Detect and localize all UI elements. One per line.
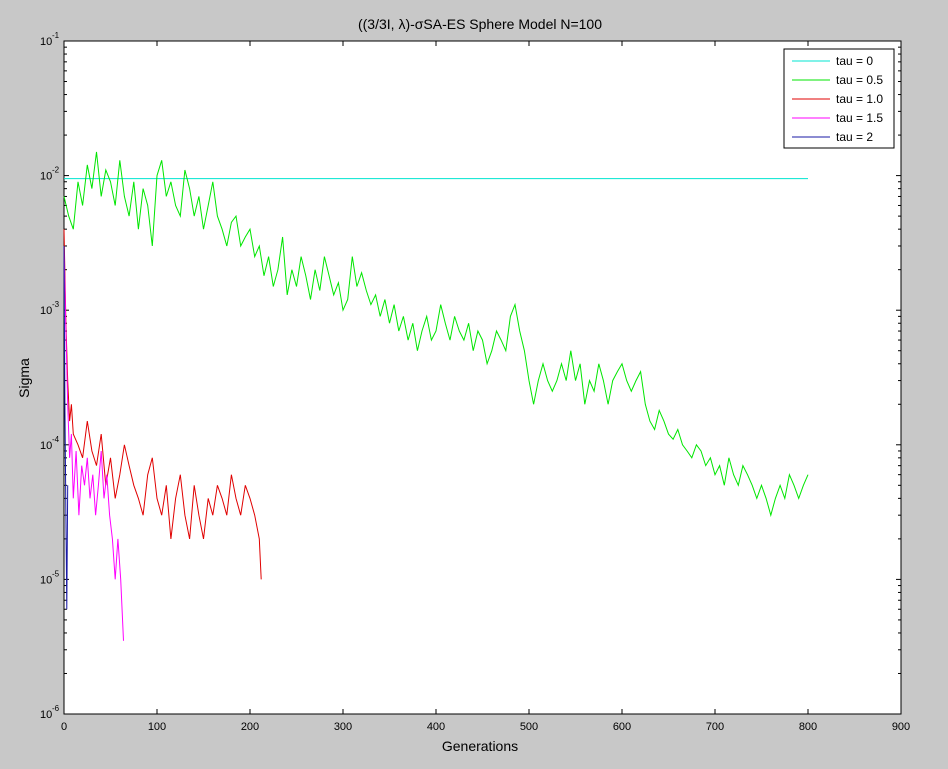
y-tick-label: 10 — [40, 171, 52, 183]
x-tick-label: 300 — [334, 721, 352, 733]
axes: 0 100 200 300 400 500 600 700 800 90010-610-510-4… — [40, 31, 910, 733]
y-tick-label: 10 — [40, 574, 52, 586]
y-tick-label: 10 — [40, 36, 52, 48]
legend: tau = 0 tau = 0.5 tau = 1.0 tau = 1.5 tau = … — [783, 48, 895, 149]
x-tick-label: 200 — [241, 721, 259, 733]
x-tick-label: 900 — [892, 721, 910, 733]
legend-label: tau = 1.5 — [836, 111, 883, 125]
plot-area — [63, 40, 902, 715]
x-tick-label: 700 — [706, 721, 724, 733]
series-layer — [63, 151, 809, 641]
series-line-2 — [63, 151, 809, 518]
x-axis-label: Generations — [442, 738, 518, 754]
y-tick-label: 10 — [40, 305, 52, 317]
legend-label: tau = 0.5 — [836, 73, 883, 87]
x-tick-label: 100 — [148, 721, 166, 733]
series-line-5 — [63, 245, 69, 610]
series-line-4 — [63, 245, 124, 641]
x-tick-label: 800 — [799, 721, 817, 733]
y-tick-exponent: -5 — [52, 569, 60, 578]
y-tick-exponent: -4 — [52, 435, 60, 444]
x-tick-label: 400 — [427, 721, 445, 733]
y-tick-exponent: -6 — [52, 704, 60, 713]
chart-title: ((3/3I, λ)-σSA-ES Sphere Model N=100 — [358, 16, 602, 32]
x-tick-label: 500 — [520, 721, 538, 733]
y-axis-label: Sigma — [16, 358, 32, 398]
series-line-3 — [63, 229, 262, 580]
x-tick-label: 0 — [61, 721, 67, 733]
y-tick-label: 10 — [40, 440, 52, 452]
x-tick-label: 600 — [613, 721, 631, 733]
legend-label: tau = 1.0 — [836, 92, 883, 106]
legend-label: tau = 0 — [836, 54, 873, 68]
y-tick-label: 10 — [40, 709, 52, 721]
y-tick-exponent: -3 — [52, 300, 60, 309]
legend-label: tau = 2 — [836, 130, 873, 144]
y-tick-exponent: -2 — [52, 166, 60, 175]
y-tick-exponent: -1 — [52, 31, 60, 40]
